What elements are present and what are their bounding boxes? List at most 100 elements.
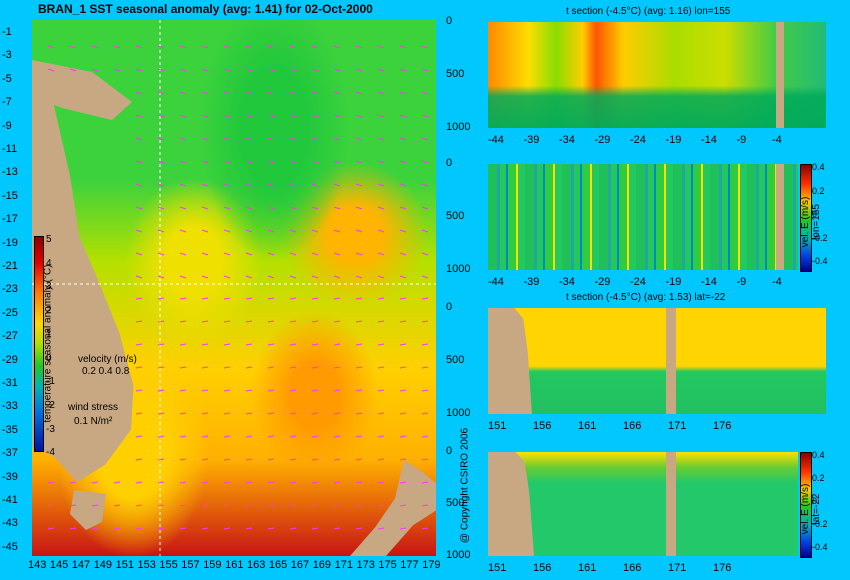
wind-vector: [311, 527, 319, 530]
section4-heatmap: [488, 452, 798, 556]
map-x-tick: 173: [356, 559, 375, 571]
wind-vector: [267, 504, 275, 507]
map-y-tick: -33: [2, 400, 18, 413]
wind-vector: [333, 435, 341, 438]
wind-vector: [289, 275, 297, 279]
wind-vector: [377, 481, 385, 484]
wind-vector: [355, 91, 363, 95]
map-x-tick: 167: [290, 559, 310, 571]
wind-vector: [399, 45, 407, 49]
wind-vector: [267, 137, 275, 141]
map-y-tick: -45: [2, 540, 18, 553]
wind-vector: [201, 183, 209, 187]
section3-land-mid: [666, 308, 676, 414]
section1-y-tick: 0: [446, 15, 453, 27]
wind-vector: [113, 504, 121, 507]
section3-x-tick: 166: [623, 420, 642, 432]
map-x-tick: 145: [49, 559, 69, 571]
wind-vector: [201, 275, 209, 279]
wind-vector: [289, 412, 297, 415]
wind-vector: [267, 206, 275, 210]
wind-vector: [377, 137, 385, 141]
wind-vector: [333, 275, 341, 279]
section1-heatmap: [488, 22, 826, 128]
wind-vector: [377, 527, 385, 530]
wind-vector: [333, 412, 341, 415]
wind-vector: [333, 389, 341, 392]
wind-vector: [355, 435, 363, 438]
wind-vector: [179, 366, 187, 369]
wind-vector: [157, 320, 165, 323]
wind-vector: [135, 183, 143, 187]
wind-vector: [267, 252, 275, 256]
wind-vector: [157, 343, 165, 346]
wind-vector: [311, 297, 319, 300]
wind-vector: [311, 252, 319, 256]
section1-x-tick: -29: [594, 134, 611, 146]
wind-vector: [179, 68, 187, 72]
section2-x-tick: -34: [559, 276, 575, 288]
wind-vector: [135, 45, 143, 49]
wind-vector: [267, 435, 275, 438]
wind-vector: [421, 412, 429, 415]
wind-vector: [135, 114, 143, 118]
wind-vector: [421, 252, 429, 256]
wind-vector: [377, 297, 385, 300]
wind-vectors: [47, 45, 429, 530]
wind-vector: [223, 137, 231, 141]
wind-vector: [377, 206, 385, 210]
wind-vector: [267, 412, 275, 415]
wind-vector: [333, 343, 341, 346]
wind-vector: [223, 320, 231, 323]
map-y-tick: -5: [2, 72, 12, 85]
section4-x-tick: 161: [578, 562, 597, 574]
wind-vector: [421, 183, 429, 187]
wind-vector: [377, 504, 385, 507]
map-y-tick: -1: [2, 26, 12, 38]
section1-y-tick: 1000: [446, 121, 471, 133]
wind-vector: [355, 229, 363, 233]
wind-vector: [223, 366, 231, 369]
section3-y-tick: 0: [446, 301, 453, 313]
wind-vector: [377, 320, 385, 323]
wind-vector: [135, 412, 143, 415]
wind-vector: [179, 183, 187, 187]
wind-vector: [245, 458, 253, 461]
wind-vector: [377, 183, 385, 187]
wind-vector: [267, 320, 275, 323]
wind-vector: [179, 389, 187, 392]
wind-vector: [377, 412, 385, 415]
wind-vector: [311, 275, 319, 279]
section2-colorbar-tick: 0: [812, 209, 818, 220]
map-y-tick: -9: [2, 119, 12, 132]
wind-vector: [377, 389, 385, 392]
wind-vector: [245, 481, 253, 484]
wind-vector: [333, 137, 341, 141]
wind-vector: [157, 527, 165, 530]
wind-vector: [355, 183, 363, 187]
section4-x-tick: 156: [533, 562, 552, 574]
wind-vector: [179, 252, 187, 256]
wind-vector: [245, 45, 253, 49]
wind-vector: [289, 343, 297, 346]
wind-vector: [311, 389, 319, 392]
section4-land-west: [488, 452, 534, 556]
wind-vector: [157, 68, 165, 72]
wind-vector: [179, 114, 187, 118]
section2-x-tick: -9: [736, 276, 747, 288]
wind-vector: [399, 504, 407, 507]
section4-land-mid: [666, 452, 676, 556]
wind-vector: [135, 343, 143, 346]
map-y-tick: -23: [2, 283, 18, 296]
wind-vector: [223, 343, 231, 346]
section4-x-tick: 151: [488, 562, 507, 574]
wind-vector: [399, 91, 407, 95]
map-y-tick: -41: [2, 494, 18, 506]
wind-vector: [179, 527, 187, 530]
wind-vector: [421, 389, 429, 392]
wind-vector: [421, 320, 429, 323]
wind-vector: [333, 206, 341, 210]
wind-vector: [355, 275, 363, 279]
wind-vector: [245, 275, 253, 279]
wind-vector: [223, 527, 231, 530]
